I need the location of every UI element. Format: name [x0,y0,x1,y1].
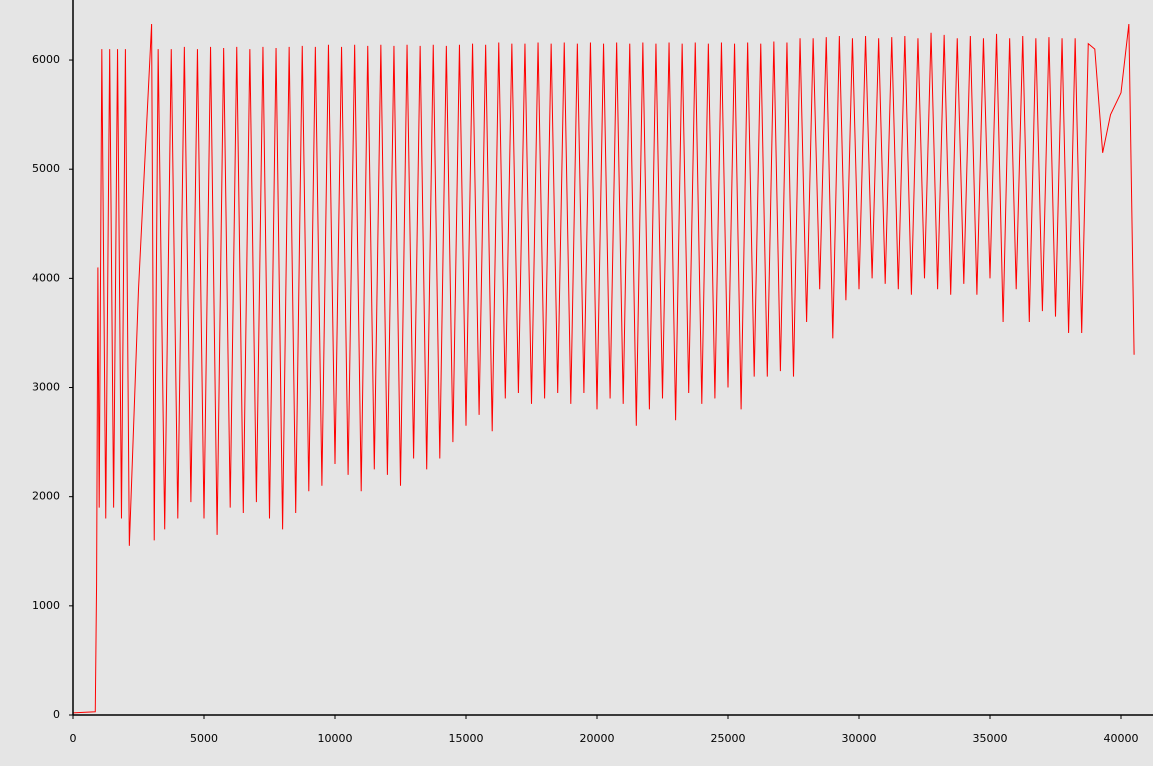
y-tick-label: 4000 [32,271,60,284]
x-tick-label: 5000 [190,732,218,745]
data-line [72,23,1135,714]
x-tick-label: 0 [70,732,77,745]
x-tick-label: 10000 [318,732,353,745]
y-tick-label: 1000 [32,599,60,612]
x-tick-label: 40000 [1104,732,1139,745]
x-tick-label: 20000 [580,732,615,745]
y-tick-label: 0 [53,708,60,721]
x-tick-label: 30000 [842,732,877,745]
y-tick-label: 2000 [32,490,60,503]
x-tick-label: 35000 [973,732,1008,745]
y-tick-label: 3000 [32,381,60,394]
x-tick-label: 25000 [711,732,746,745]
y-tick-label: 6000 [32,53,60,66]
x-tick-label: 15000 [449,732,484,745]
y-tick-label: 5000 [32,162,60,175]
